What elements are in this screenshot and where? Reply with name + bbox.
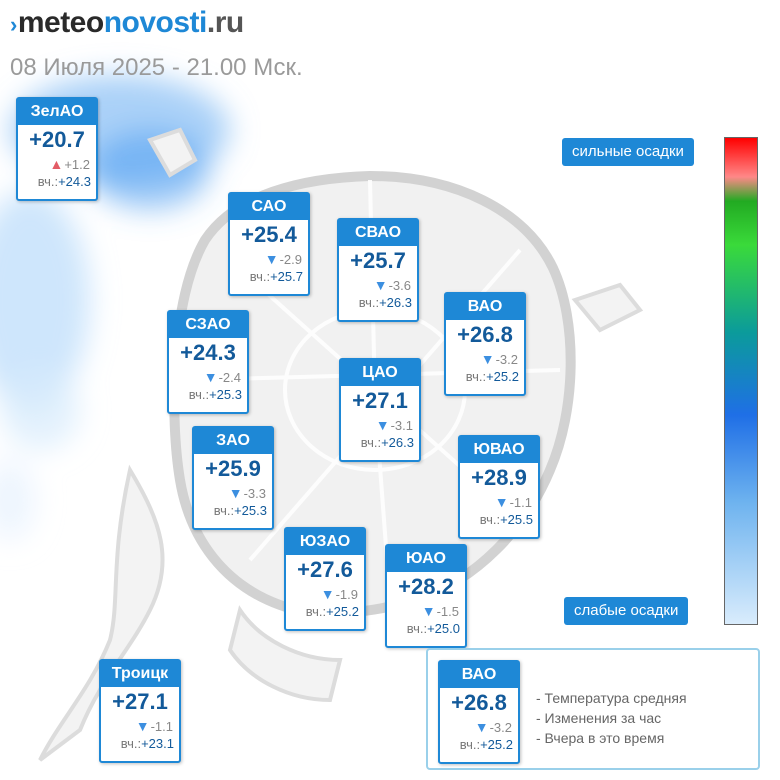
district-card-yuao[interactable]: ЮАО +28.2 ▼-1.5 вч.:+25.0 (385, 544, 467, 648)
legend-line-change: - Изменения за час (536, 710, 662, 726)
district-name: ВАО (446, 294, 524, 320)
yesterday-label: вч.: (305, 604, 327, 619)
legend-example-name: ВАО (440, 662, 518, 688)
district-card-yuzao[interactable]: ЮЗАО +27.6 ▼-1.9 вч.:+25.2 (284, 527, 366, 631)
district-temp: +28.2 (398, 574, 454, 599)
district-card-troitsk[interactable]: Троицк +27.1 ▼-1.1 вч.:+23.1 (99, 659, 181, 763)
yesterday-label: вч.: (188, 387, 210, 402)
district-temp: +25.9 (205, 456, 261, 481)
district-temp: +27.1 (352, 388, 408, 413)
legend-example-change: -3.2 (489, 720, 512, 735)
arrow-down-icon: ▼ (375, 417, 390, 433)
district-change: -1.9 (335, 587, 358, 602)
district-card-cao[interactable]: ЦАО +27.1 ▼-3.1 вч.:+26.3 (339, 358, 421, 462)
district-change: -1.1 (150, 719, 173, 734)
district-temp: +27.6 (297, 557, 353, 582)
arrow-down-icon: ▼ (494, 494, 509, 510)
district-yesterday: +25.3 (209, 387, 242, 402)
district-card-zao[interactable]: ЗАО +25.9 ▼-3.3 вч.:+25.3 (192, 426, 274, 530)
arrow-down-icon: ▼ (203, 369, 218, 385)
arrow-up-icon: ▲ (49, 156, 64, 172)
district-change: -3.2 (495, 352, 518, 367)
district-change: -3.6 (388, 278, 411, 293)
district-change: -2.9 (279, 252, 302, 267)
legend-example-card: ВАО +26.8 ▼-3.2 вч.:+25.2 (438, 660, 520, 764)
arrow-down-icon: ▼ (228, 485, 243, 501)
district-temp: +25.4 (241, 222, 297, 247)
district-name: ЮЗАО (286, 529, 364, 555)
district-name: ЮАО (387, 546, 465, 572)
district-change: -1.1 (509, 495, 532, 510)
district-name: СЗАО (169, 312, 247, 338)
district-name: ЗАО (194, 428, 272, 454)
district-yesterday: +26.3 (379, 295, 412, 310)
district-temp: +28.9 (471, 465, 527, 490)
district-name: ЮВАО (460, 437, 538, 463)
yesterday-label: вч.: (120, 736, 142, 751)
district-change: -1.5 (436, 604, 459, 619)
district-temp: +20.7 (29, 127, 85, 152)
arrow-down-icon: ▼ (421, 603, 436, 619)
district-change: -3.3 (243, 486, 266, 501)
yesterday-label: вч.: (37, 174, 59, 189)
arrow-down-icon: ▼ (264, 251, 279, 267)
district-temp: +27.1 (112, 689, 168, 714)
district-name: Троицк (101, 661, 179, 687)
yesterday-label: вч.: (479, 512, 501, 527)
district-name: СВАО (339, 220, 417, 246)
district-temp: +24.3 (180, 340, 236, 365)
yesterday-label: вч.: (213, 503, 235, 518)
district-change: -3.1 (390, 418, 413, 433)
district-change: -2.4 (218, 370, 241, 385)
district-card-svao[interactable]: СВАО +25.7 ▼-3.6 вч.:+26.3 (337, 218, 419, 322)
district-card-sao[interactable]: САО +25.4 ▼-2.9 вч.:+25.7 (228, 192, 310, 296)
yesterday-label: вч.: (249, 269, 271, 284)
arrow-down-icon: ▼ (474, 719, 489, 735)
district-yesterday: +25.5 (500, 512, 533, 527)
district-temp: +25.7 (350, 248, 406, 273)
arrow-down-icon: ▼ (480, 351, 495, 367)
logo-text-2: novosti (103, 6, 208, 39)
district-change: +1.2 (64, 157, 90, 172)
site-logo[interactable]: ›meteonovosti.ru (10, 6, 244, 40)
legend-example-yesterday: +25.2 (480, 737, 513, 752)
legend-example-temp: +26.8 (451, 690, 507, 715)
scale-top-label: сильные осадки (562, 138, 694, 166)
legend-line-temp: - Температура средняя (536, 690, 687, 706)
arrow-down-icon: ▼ (135, 718, 150, 734)
legend-yesterday-label: вч.: (459, 737, 481, 752)
district-yesterday: +25.0 (427, 621, 460, 636)
district-yesterday: +25.2 (326, 604, 359, 619)
district-name: ЗелАО (18, 99, 96, 125)
district-card-yuvao[interactable]: ЮВАО +28.9 ▼-1.1 вч.:+25.5 (458, 435, 540, 539)
district-card-szao[interactable]: СЗАО +24.3 ▼-2.4 вч.:+25.3 (167, 310, 249, 414)
logo-text-1: meteo (17, 6, 104, 39)
legend-line-yesterday: - Вчера в это время (536, 730, 665, 746)
yesterday-label: вч.: (358, 295, 380, 310)
district-yesterday: +23.1 (141, 736, 174, 751)
district-temp: +26.8 (457, 322, 513, 347)
date-time-subtitle: 08 Июля 2025 - 21.00 Мск. (10, 54, 303, 81)
district-yesterday: +26.3 (381, 435, 414, 450)
logo-mark: › (10, 12, 17, 37)
logo-text-3: .ru (206, 6, 244, 39)
arrow-down-icon: ▼ (373, 277, 388, 293)
yesterday-label: вч.: (465, 369, 487, 384)
arrow-down-icon: ▼ (320, 586, 335, 602)
district-yesterday: +25.3 (234, 503, 267, 518)
district-yesterday: +24.3 (58, 174, 91, 189)
district-name: ЦАО (341, 360, 419, 386)
district-yesterday: +25.7 (270, 269, 303, 284)
legend-box: ВАО +26.8 ▼-3.2 вч.:+25.2 - Температура … (426, 648, 760, 770)
district-yesterday: +25.2 (486, 369, 519, 384)
yesterday-label: вч.: (360, 435, 382, 450)
yesterday-label: вч.: (406, 621, 428, 636)
precipitation-scale-bar (724, 137, 758, 625)
district-card-zelao[interactable]: ЗелАО +20.7 ▲+1.2 вч.:+24.3 (16, 97, 98, 201)
scale-bottom-label: слабые осадки (564, 597, 689, 625)
district-card-vao[interactable]: ВАО +26.8 ▼-3.2 вч.:+25.2 (444, 292, 526, 396)
district-name: САО (230, 194, 308, 220)
